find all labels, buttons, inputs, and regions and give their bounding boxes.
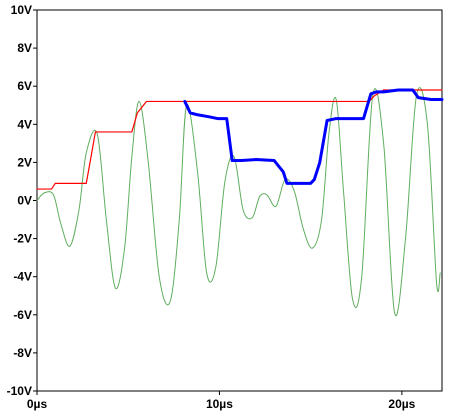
y-tick-label: 8V bbox=[17, 41, 32, 55]
y-tick-label: 6V bbox=[17, 79, 32, 93]
series-group bbox=[36, 87, 444, 317]
plot-frame bbox=[36, 9, 443, 392]
x-tick-label: 20µs bbox=[388, 397, 415, 411]
y-tick-label: 10V bbox=[11, 3, 32, 17]
y-tick-label: -2V bbox=[13, 232, 32, 246]
x-tick-label: 0µs bbox=[27, 397, 48, 411]
x-axis: 0µs 10µs 20µs bbox=[27, 391, 416, 411]
series-line-staircase-red bbox=[36, 89, 443, 190]
y-axis: 10V 8V 6V 4V 2V 0V -2V -4V -6V -8V -10V bbox=[7, 3, 37, 398]
y-tick-label: -10V bbox=[7, 384, 32, 398]
y-tick-label: 2V bbox=[17, 155, 32, 169]
y-tick-label: 0V bbox=[17, 194, 32, 208]
x-tick-label: 10µs bbox=[206, 397, 233, 411]
y-tick-label: -8V bbox=[13, 346, 32, 360]
series-line-sine bbox=[36, 87, 441, 317]
y-tick-label: -4V bbox=[13, 270, 32, 284]
y-tick-label: 4V bbox=[17, 117, 32, 131]
series-line-staircase-blue bbox=[183, 88, 444, 185]
y-tick-label: -6V bbox=[13, 308, 32, 322]
